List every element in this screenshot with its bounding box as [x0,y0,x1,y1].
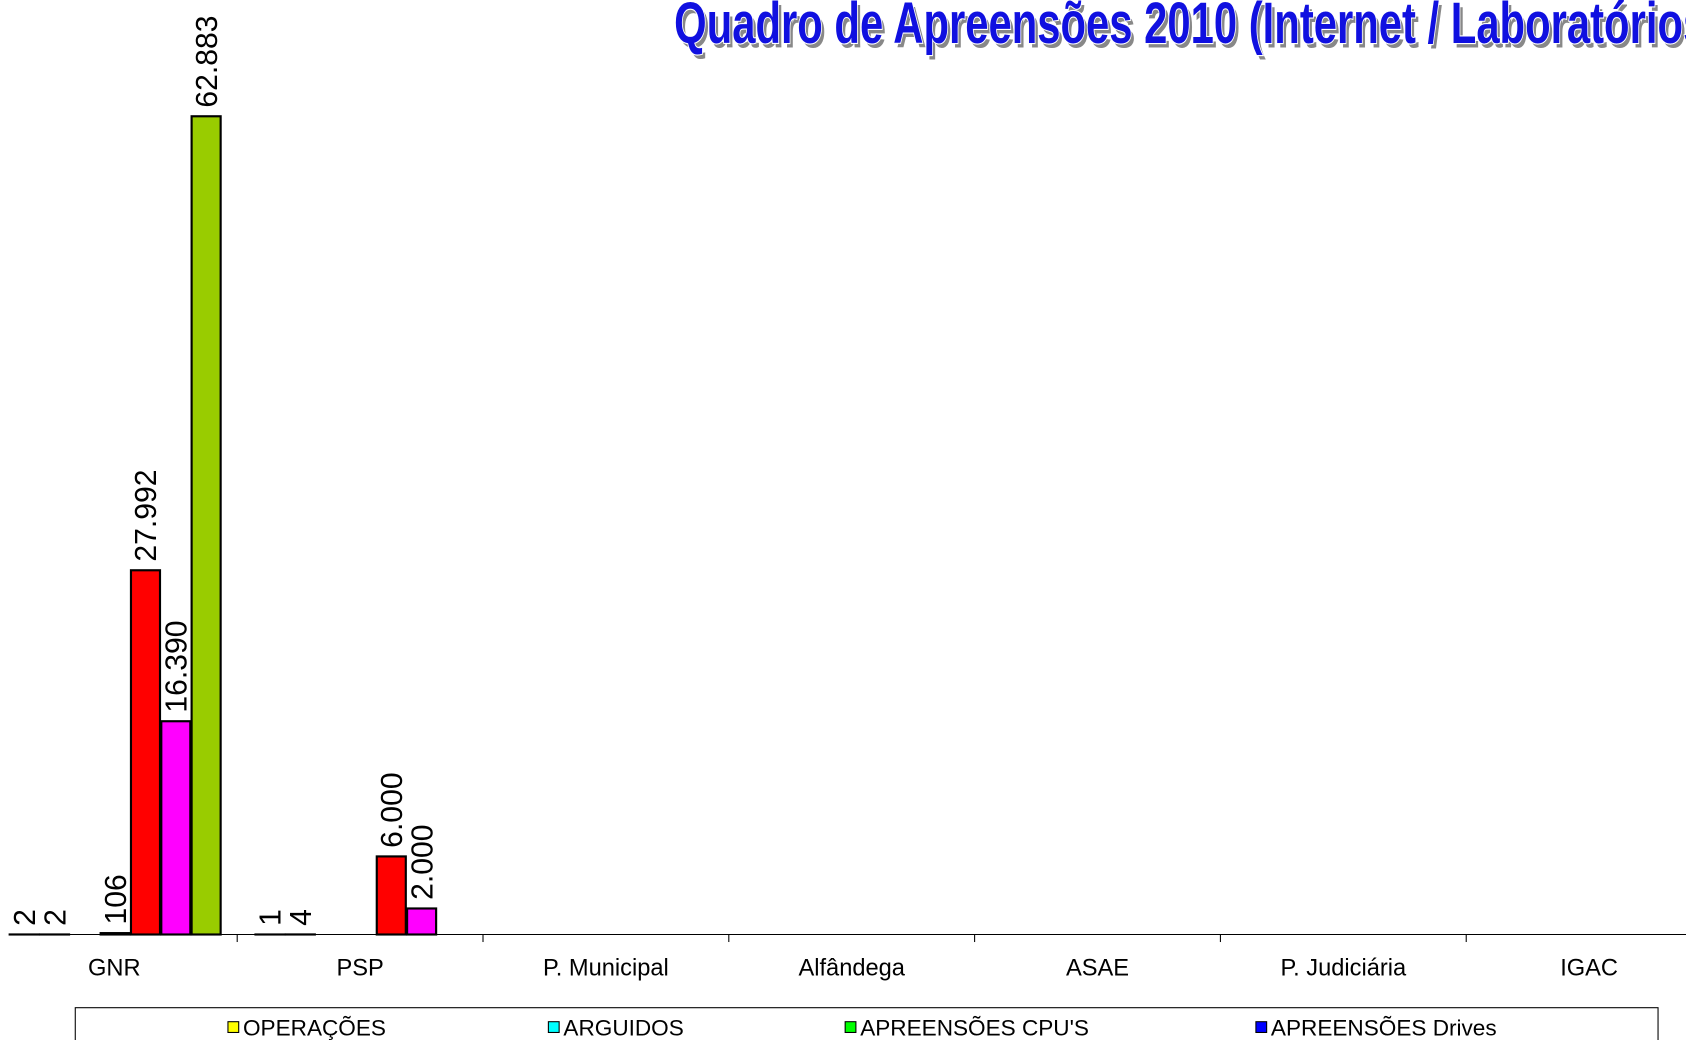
legend-swatch [1255,1021,1268,1034]
x-tick-label: P. Judiciária [1280,955,1407,981]
legend-label: OPERAÇÕES [243,1016,386,1040]
data-label: 27.992 [130,470,163,562]
legend-swatch [227,1021,240,1034]
legend-label: APREENSÕES Drives [1271,1016,1497,1040]
data-label: 2 [9,909,42,926]
data-label: 1 [255,909,288,926]
data-label: 106 [100,874,133,924]
x-tick-label: ASAE [1066,955,1129,981]
bar [99,932,131,936]
data-label: 16.390 [161,620,194,712]
data-label: 6.000 [376,772,409,847]
bar [160,720,192,936]
bar [406,907,438,936]
chart-title-shadow: Quadro de Apreensões 2010 (Internet / La… [677,0,1686,60]
legend-label: APREENSÕES CPU'S [860,1016,1089,1040]
legend-box [74,1007,1659,1040]
legend-swatch [844,1021,857,1034]
legend-swatch [547,1021,560,1034]
data-label: 4 [285,909,318,926]
x-tick-label: Alfândega [798,955,905,981]
bar [190,115,222,936]
bar [375,855,407,936]
x-tick-label: P. Municipal [543,955,669,981]
x-tick-label: GNR [88,955,141,981]
bar [129,569,162,936]
x-tick-label: PSP [336,955,383,981]
legend-label: ARGUIDOS [563,1016,683,1040]
data-label: 2.000 [406,824,439,899]
data-label: 2 [39,909,72,926]
chart-title: Quadro de Apreensões 2010 (Internet / La… [674,0,1686,56]
data-label: 62.883 [191,16,224,108]
title-group: Quadro de Apreensões 2010 (Internet / La… [673,0,1686,60]
x-tick-label: IGAC [1560,955,1618,981]
